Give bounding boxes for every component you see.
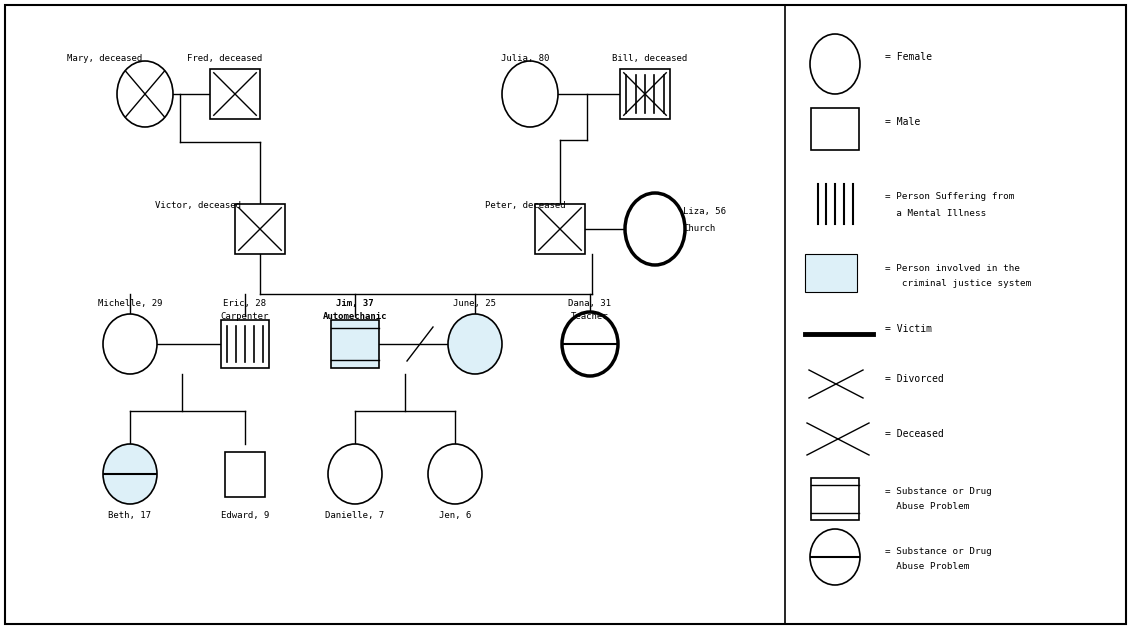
- Text: Beth, 17: Beth, 17: [109, 511, 152, 520]
- Text: = Deceased: = Deceased: [884, 429, 943, 439]
- Bar: [210, 69, 260, 119]
- Text: a Mental Illness: a Mental Illness: [884, 209, 986, 218]
- Text: Danielle, 7: Danielle, 7: [326, 511, 385, 520]
- Ellipse shape: [448, 314, 502, 374]
- Text: = Person Suffering from: = Person Suffering from: [884, 192, 1015, 201]
- Text: = Male: = Male: [884, 117, 921, 127]
- Text: Jim, 37: Jim, 37: [336, 299, 374, 308]
- Bar: [620, 69, 670, 119]
- Bar: [805, 254, 857, 292]
- Text: Abuse Problem: Abuse Problem: [884, 562, 969, 571]
- Text: = Person involved in the: = Person involved in the: [884, 264, 1020, 273]
- Bar: [331, 320, 379, 368]
- Bar: [811, 478, 860, 520]
- Ellipse shape: [116, 61, 173, 127]
- Ellipse shape: [428, 444, 482, 504]
- Ellipse shape: [103, 444, 157, 504]
- Text: = Female: = Female: [884, 52, 932, 62]
- Text: Jen, 6: Jen, 6: [439, 511, 472, 520]
- Bar: [811, 108, 860, 150]
- Text: Bill, deceased: Bill, deceased: [612, 54, 688, 63]
- Text: criminal justice system: criminal justice system: [884, 279, 1031, 288]
- Ellipse shape: [810, 529, 860, 585]
- Text: Teacher: Teacher: [571, 312, 608, 321]
- Text: Abuse Problem: Abuse Problem: [884, 502, 969, 511]
- Text: Eric, 28: Eric, 28: [224, 299, 267, 308]
- Text: Automechanic: Automechanic: [322, 312, 387, 321]
- Ellipse shape: [810, 34, 860, 94]
- Text: Dana, 31: Dana, 31: [569, 299, 612, 308]
- Text: Carpenter: Carpenter: [221, 312, 269, 321]
- Bar: [225, 452, 265, 496]
- Text: = Victim: = Victim: [884, 324, 932, 334]
- Text: = Substance or Drug: = Substance or Drug: [884, 487, 992, 496]
- Text: Michelle, 29: Michelle, 29: [97, 299, 162, 308]
- Text: Church: Church: [683, 224, 715, 233]
- Text: = Divorced: = Divorced: [884, 374, 943, 384]
- Text: Fred, deceased: Fred, deceased: [188, 54, 262, 63]
- Bar: [235, 204, 285, 254]
- Text: Julia, 80: Julia, 80: [501, 54, 550, 63]
- Ellipse shape: [103, 314, 157, 374]
- Ellipse shape: [562, 312, 618, 376]
- Text: = Substance or Drug: = Substance or Drug: [884, 547, 992, 556]
- Text: June, 25: June, 25: [454, 299, 497, 308]
- Bar: [221, 320, 269, 368]
- Text: Liza, 56: Liza, 56: [683, 207, 726, 216]
- Text: Edward, 9: Edward, 9: [221, 511, 269, 520]
- Text: Mary, deceased: Mary, deceased: [68, 54, 143, 63]
- Ellipse shape: [328, 444, 382, 504]
- Bar: [535, 204, 585, 254]
- Ellipse shape: [502, 61, 558, 127]
- Ellipse shape: [625, 193, 685, 265]
- Text: Victor, deceased: Victor, deceased: [155, 201, 241, 210]
- Text: Peter, deceased: Peter, deceased: [485, 201, 566, 210]
